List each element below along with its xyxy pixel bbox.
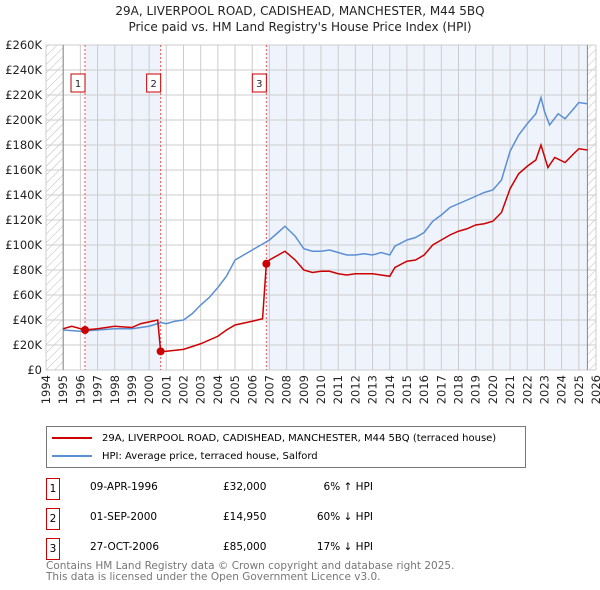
x-tick-label: 1997 (91, 375, 105, 404)
x-tick-label: 2000 (142, 375, 156, 404)
plot-area: £0 £20K £40K £60K £80K £100K £120K £140K £160K £1… (5, 38, 600, 404)
sale-row: 2 01-SEP-2000 £14,950 60% ↓ HPI (46, 508, 406, 530)
sale-date: 01-SEP-2000 (90, 511, 158, 523)
sale-hpi-diff: 17% ↓ HPI (316, 541, 373, 553)
chart-subtitle: Price paid vs. HM Land Registry's House … (128, 20, 472, 34)
x-tick-label: 2016 (417, 375, 431, 404)
y-tick-label: £200K (5, 113, 42, 127)
sale-point (156, 347, 165, 356)
y-tick-label: £180K (5, 138, 42, 152)
y-tick-label: £140K (5, 188, 42, 202)
x-tick-label: 1994 (39, 375, 53, 404)
y-tick-label: £60K (13, 288, 43, 302)
x-tick-label: 2004 (211, 375, 225, 404)
sale-price: £14,950 (223, 511, 267, 523)
price-paid-line (62, 142, 588, 353)
footer-line: This data is licensed under the Open Gov… (46, 571, 381, 583)
legend-label: 29A, LIVERPOOL ROAD, CADISHEAD, MANCHEST… (102, 432, 497, 444)
footer: Contains HM Land Registry data © Crown c… (46, 561, 454, 583)
x-tick-label: 2002 (177, 375, 191, 404)
y-tick-label: £80K (13, 263, 43, 277)
sale-price: £32,000 (223, 481, 267, 493)
x-tick-label: 1996 (73, 375, 87, 404)
sale-price: £85,000 (223, 541, 267, 553)
x-tick-label: 2015 (400, 375, 414, 404)
hpi-line (63, 94, 588, 333)
sale-marker-box (70, 73, 86, 93)
y-tick-label: £20K (13, 338, 43, 352)
y-tick-label: £0 (27, 363, 42, 377)
x-tick-label: 2020 (486, 375, 500, 404)
y-tick-label: £100K (5, 238, 42, 252)
y-tick-label: £120K (5, 213, 42, 227)
x-tick-label: 2024 (555, 375, 569, 404)
hatch-region (587, 45, 596, 370)
y-tick-label: £220K (5, 88, 42, 102)
y-tick-label: £240K (5, 63, 42, 77)
x-tick-label: 2017 (434, 375, 448, 404)
x-tick-label: 2006 (245, 375, 259, 404)
x-tick-label: 2008 (280, 375, 294, 404)
sale-row: 3 27-OCT-2006 £85,000 17% ↓ HPI (46, 538, 406, 560)
x-tick-label: 2026 (589, 375, 600, 404)
sale-point (81, 326, 90, 334)
x-tick-label: 1998 (108, 375, 122, 404)
legend: 29A, LIVERPOOL ROAD, CADISHEAD, MANCHEST… (46, 426, 526, 468)
x-tick-label: 2011 (331, 375, 345, 404)
ownership-band (266, 45, 588, 370)
x-tick-label: 2014 (383, 375, 397, 404)
sale-marker-label: 3 (256, 79, 262, 90)
x-tick-label: 2022 (520, 375, 534, 404)
x-tick-label: 2001 (159, 375, 173, 404)
x-tick-label: 2009 (297, 375, 311, 404)
x-tick-label: 2021 (503, 375, 517, 404)
y-tick-label: £160K (5, 163, 42, 177)
sale-marker-box (146, 73, 162, 93)
x-tick-label: 2003 (194, 375, 208, 404)
sale-marker-label: 2 (150, 79, 156, 90)
sale-marker-box (251, 73, 267, 93)
x-tick-label: 2005 (228, 375, 242, 404)
y-tick-label: £260K (5, 38, 42, 52)
x-tick-label: 2007 (262, 375, 276, 404)
sale-marker-label: 1 (75, 79, 81, 90)
footer-line: Contains HM Land Registry data © Crown c… (46, 560, 455, 572)
x-tick-label: 1995 (56, 375, 70, 404)
y-tick-label: £40K (13, 313, 43, 327)
x-tick-label: 2025 (572, 375, 586, 404)
sale-hpi-diff: 6% ↑ HPI (323, 481, 373, 493)
sale-marker-number: 2 (46, 508, 60, 530)
sale-marker-number: 3 (46, 538, 60, 560)
x-tick-label: 2010 (314, 375, 328, 404)
legend-label: HPI: Average price, terraced house, Salf… (102, 450, 318, 462)
sale-row: 1 09-APR-1996 £32,000 6% ↑ HPI (46, 478, 406, 500)
legend-item-hpi: HPI: Average price, terraced house, Salf… (52, 448, 318, 464)
sale-point (262, 259, 271, 268)
x-tick-label: 1999 (125, 375, 139, 404)
hatch-region (46, 45, 64, 370)
x-tick-label: 2018 (452, 375, 466, 404)
x-tick-label: 2013 (366, 375, 380, 404)
sale-hpi-diff: 60% ↓ HPI (316, 511, 373, 523)
x-tick-label: 2023 (537, 375, 551, 404)
legend-item-price: 29A, LIVERPOOL ROAD, CADISHEAD, MANCHEST… (52, 430, 496, 446)
chart-title: 29A, LIVERPOOL ROAD, CADISHEAD, MANCHEST… (115, 4, 485, 18)
sale-date: 09-APR-1996 (90, 481, 158, 493)
sale-date: 27-OCT-2006 (90, 541, 159, 553)
x-tick-label: 2012 (348, 375, 362, 404)
sale-marker-number: 1 (46, 478, 60, 500)
x-tick-label: 2019 (469, 375, 483, 404)
